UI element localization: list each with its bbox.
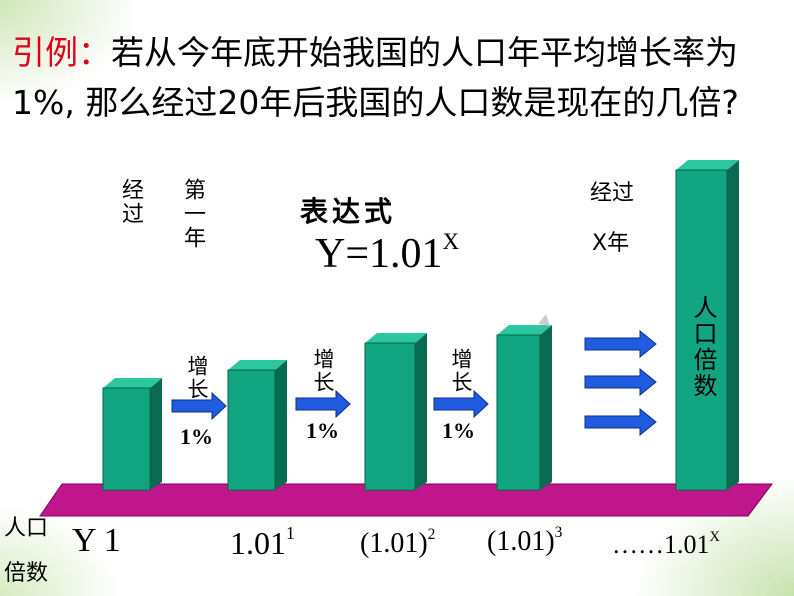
row-label: 倍数 [4,561,49,586]
multiple-base: Y 1 [72,522,121,559]
multiple: 1.011 [230,523,295,562]
question-text: 若从今年底开始我国的人口年平均增长率为1%, 那么经过20年后我国的人口数是现在… [12,33,739,122]
growth-label: 增长 [449,348,473,394]
row-label: 人口 [4,516,49,541]
expression-base: Y=1.01 [315,231,443,277]
annotation: 经过 [590,181,635,206]
growth-rate: 1% [306,418,339,443]
growth-label: 增长 [311,348,335,394]
expression-exponent: X [442,227,460,254]
growth-rate: 1% [442,418,475,443]
multiple-exponent: 2 [427,526,436,544]
multiple-exponent: 3 [554,524,563,542]
multiple-base: ……1.01 [612,530,710,559]
multiple-base: (1.01) [487,526,555,557]
multiple: (1.01)2 [360,526,436,560]
annotation: 经过 [118,178,143,226]
question-label: 引例： [12,33,111,72]
arrows [171,329,657,437]
multiple: ……1.01X [612,528,720,560]
multiple-exponent: X [709,528,720,545]
multiple-base: 1.01 [230,525,286,561]
bars [102,160,739,491]
expression: Y=1.01X [315,227,460,278]
bar [496,314,552,491]
bar-label: 人口倍数 [689,295,717,399]
multiple-exponent: 1 [286,523,295,544]
question: 引例：若从今年底开始我国的人口年平均增长率为1%, 那么经过20年后我国的人口数… [12,28,787,128]
growth-label: 增长 [185,355,209,401]
annotation: 第一年 [180,178,205,250]
bar [675,160,739,491]
multiple: Y 1 [72,522,121,560]
growth-rate: 1% [180,424,213,449]
bar [227,360,287,491]
expression-label: 表达式 [300,195,397,228]
annotation: X年 [592,231,630,256]
bar [102,378,162,491]
multiple-base: (1.01) [360,528,428,559]
bar [364,333,427,491]
multiple: (1.01)3 [487,524,563,558]
